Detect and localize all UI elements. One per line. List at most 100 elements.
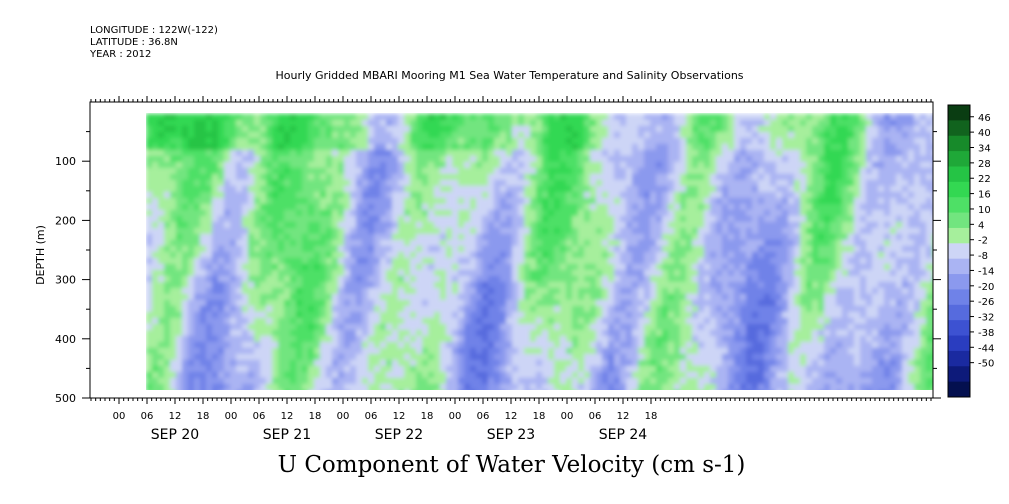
heatmap-cell xyxy=(146,257,153,265)
heatmap-cell xyxy=(266,167,273,175)
heatmap-cell xyxy=(290,383,297,390)
heatmap-cell xyxy=(434,287,441,295)
heatmap-cell xyxy=(236,323,243,331)
heatmap-cell xyxy=(542,263,549,271)
heatmap-cell xyxy=(164,179,171,187)
heatmap-cell xyxy=(314,149,321,157)
heatmap-cell xyxy=(266,125,273,133)
heatmap-cell xyxy=(662,275,669,283)
heatmap-cell xyxy=(512,185,519,193)
heatmap-cell xyxy=(296,113,303,121)
heatmap-cell xyxy=(386,311,393,319)
heatmap-cell xyxy=(326,239,333,247)
heatmap-cell xyxy=(734,227,741,235)
heatmap-cell xyxy=(272,125,279,133)
heatmap-cell xyxy=(146,227,153,235)
heatmap-cell xyxy=(386,329,393,337)
heatmap-cell xyxy=(692,203,699,211)
heatmap-cell xyxy=(230,329,237,337)
heatmap-cell xyxy=(338,287,345,295)
heatmap-cell xyxy=(530,371,537,379)
heatmap-cell xyxy=(320,143,327,151)
heatmap-cell xyxy=(722,215,729,223)
heatmap-cell xyxy=(164,341,171,349)
heatmap-cell xyxy=(176,131,183,139)
heatmap-cell xyxy=(536,137,543,145)
heatmap-cell xyxy=(290,245,297,253)
heatmap-cell xyxy=(206,389,213,390)
heatmap-cell xyxy=(158,143,165,151)
heatmap-cell xyxy=(476,143,483,151)
heatmap-cell xyxy=(500,203,507,211)
heatmap-cell xyxy=(176,227,183,235)
heatmap-cell xyxy=(326,203,333,211)
heatmap-cell xyxy=(362,173,369,181)
heatmap-cell xyxy=(590,167,597,175)
heatmap-cell xyxy=(542,251,549,259)
heatmap-cell xyxy=(164,365,171,373)
heatmap-cell xyxy=(728,113,735,121)
heatmap-cell xyxy=(620,209,627,217)
heatmap-cell xyxy=(488,113,495,121)
heatmap-cell xyxy=(668,179,675,187)
heatmap-cell xyxy=(464,131,471,139)
heatmap-cell xyxy=(290,161,297,169)
heatmap-cell xyxy=(530,365,537,373)
heatmap-cell xyxy=(470,179,477,187)
heatmap-cell xyxy=(554,269,561,277)
heatmap-cell xyxy=(194,275,201,283)
heatmap-cell xyxy=(782,143,789,151)
heatmap-cell xyxy=(236,341,243,349)
heatmap-cell xyxy=(668,257,675,265)
heatmap-cell xyxy=(212,269,219,277)
heatmap-cell xyxy=(674,353,681,361)
heatmap-cell xyxy=(668,215,675,223)
heatmap-cell xyxy=(230,257,237,265)
heatmap-cell xyxy=(224,119,231,127)
heatmap-cell xyxy=(290,155,297,163)
heatmap-cell xyxy=(296,209,303,217)
heatmap-cell xyxy=(530,155,537,163)
heatmap-cell xyxy=(470,383,477,390)
heatmap-cell xyxy=(422,269,429,277)
heatmap-cell xyxy=(446,323,453,331)
heatmap-cell xyxy=(488,131,495,139)
heatmap-cell xyxy=(650,149,657,157)
heatmap-cell xyxy=(620,293,627,301)
heatmap-cell xyxy=(176,305,183,313)
heatmap-cell xyxy=(452,323,459,331)
heatmap-cell xyxy=(158,305,165,313)
heatmap-cell xyxy=(482,293,489,301)
heatmap-cell xyxy=(356,185,363,193)
heatmap-cell xyxy=(674,185,681,193)
heatmap-cell xyxy=(578,371,585,379)
heatmap-cell xyxy=(212,353,219,361)
heatmap-cell xyxy=(752,119,759,127)
heatmap-cell xyxy=(224,233,231,241)
heatmap-cell xyxy=(692,263,699,271)
heatmap-cell xyxy=(236,353,243,361)
heatmap-cell xyxy=(350,137,357,145)
heatmap-cell xyxy=(494,311,501,319)
heatmap-cell xyxy=(260,281,267,289)
heatmap-cell xyxy=(524,209,531,217)
heatmap-cell xyxy=(302,125,309,133)
heatmap-cell xyxy=(272,329,279,337)
heatmap-cell xyxy=(344,131,351,139)
heatmap-cell xyxy=(650,173,657,181)
heatmap-cell xyxy=(476,341,483,349)
heatmap-cell xyxy=(458,203,465,211)
heatmap-cell xyxy=(752,281,759,289)
heatmap-cell xyxy=(308,359,315,367)
heatmap-cell xyxy=(674,197,681,205)
heatmap-cell xyxy=(488,209,495,217)
heatmap-cell xyxy=(410,179,417,187)
heatmap-cell xyxy=(608,245,615,253)
heatmap-cell xyxy=(482,209,489,217)
heatmap-cell xyxy=(278,353,285,361)
heatmap-cell xyxy=(662,347,669,355)
heatmap-cell xyxy=(668,161,675,169)
heatmap-cell xyxy=(194,209,201,217)
heatmap-cell xyxy=(662,257,669,265)
heatmap-cell xyxy=(170,131,177,139)
